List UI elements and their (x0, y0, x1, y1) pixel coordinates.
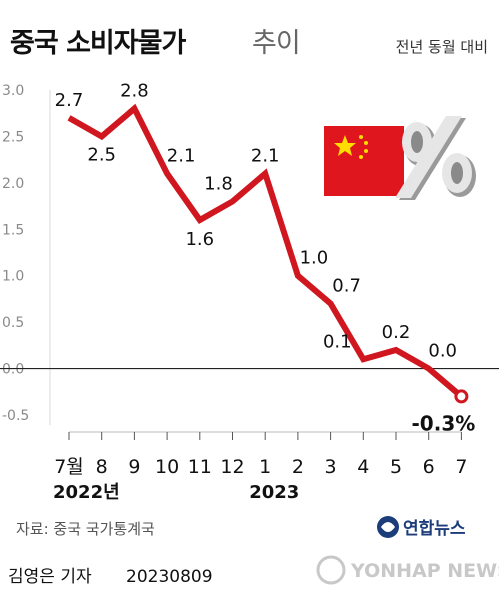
data-label: 2.1 (251, 146, 280, 167)
x-tick-label: 6 (423, 456, 435, 478)
y-tick-label: -0.5 (2, 408, 29, 424)
series-end-point (454, 389, 469, 404)
y-tick-label: 1.0 (2, 269, 24, 285)
x-tick-label: 8 (96, 456, 108, 478)
watermark-text: YONHAP NEWS (350, 560, 499, 582)
chart-title: 중국 소비자물가 (10, 28, 186, 59)
data-label: 1.0 (300, 248, 329, 269)
yonhap-logo: 연합뉴스 (377, 516, 466, 539)
x-tick-label: 12 (220, 456, 244, 478)
china-flag-icon (324, 126, 404, 196)
x-year-label: 2022년 (53, 482, 120, 503)
data-label: 1.8 (204, 173, 233, 194)
series-line (67, 103, 464, 399)
x-tick-label: 10 (155, 456, 179, 478)
x-tick-label: 9 (128, 456, 140, 478)
x-tick-label: 5 (390, 456, 402, 478)
data-label: 0.2 (382, 322, 411, 343)
publish-date: 20230809 (126, 567, 213, 587)
x-tick-label: 7월 (54, 456, 84, 478)
data-label: 1.6 (185, 229, 214, 250)
chart-title-suffix: 추이 (252, 28, 300, 59)
data-label: -0.3% (412, 411, 476, 435)
x-year-label: 2023 (249, 482, 299, 503)
x-tick-label: 2 (292, 456, 304, 478)
source-note: 자료: 중국 국가통계국 (16, 520, 155, 538)
x-tick-label: 3 (325, 456, 337, 478)
y-tick-label: 2.0 (2, 176, 24, 192)
data-label: 0.0 (428, 341, 457, 362)
data-label: 2.8 (120, 81, 149, 102)
y-tick-label: 3.0 (2, 83, 24, 99)
percent-3d-icon (395, 116, 476, 200)
watermark-logo: YONHAP NEWS (316, 555, 499, 585)
y-tick-label: 1.5 (2, 222, 24, 238)
plot-area: 3.02.52.01.51.00.50.0-0.57월 8 9 10 11 12 1 2 3 4 5… (0, 81, 499, 503)
y-tick-label: 0.0 (2, 362, 24, 378)
y-tick-label: 0.5 (2, 315, 24, 331)
x-tick-label: 4 (357, 456, 369, 478)
data-label: 2.1 (167, 146, 196, 167)
agency-name: 연합뉴스 (403, 518, 466, 539)
data-label: 0.7 (332, 276, 361, 297)
y-tick-label: 2.5 (2, 129, 24, 145)
x-tick-label: 1 (259, 456, 271, 478)
data-label: 2.7 (55, 90, 84, 111)
chart-subtitle: 전년 동월 대비 (396, 38, 488, 56)
x-tick-label: 11 (188, 456, 212, 478)
x-tick-label: 7 (455, 456, 467, 478)
data-label: 2.5 (87, 144, 116, 165)
reporter-credit: 김영은 기자 (8, 567, 92, 587)
data-label: 0.1 (323, 331, 352, 352)
